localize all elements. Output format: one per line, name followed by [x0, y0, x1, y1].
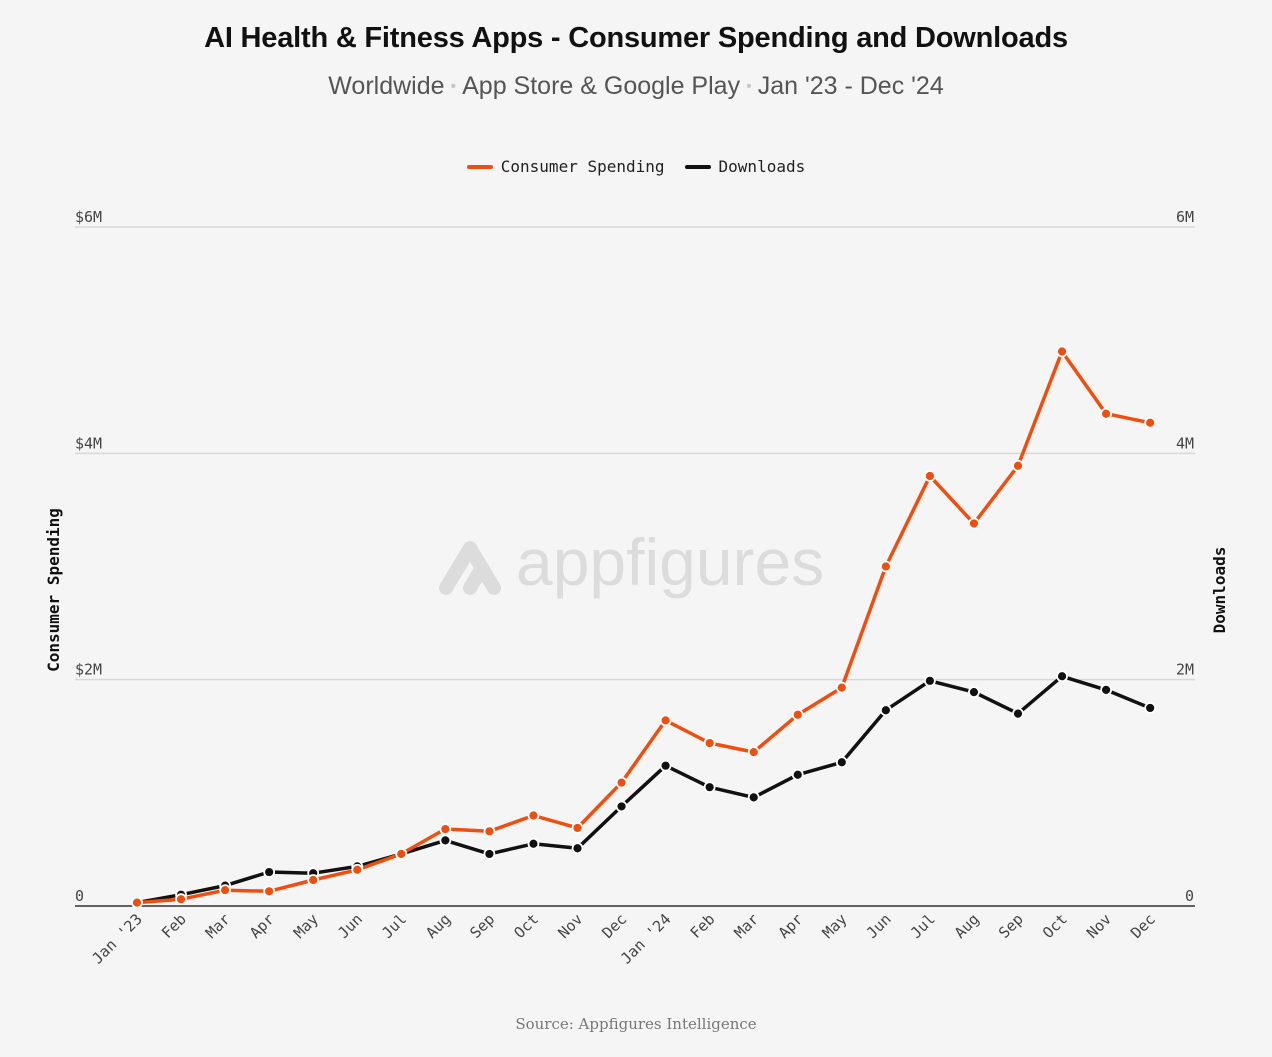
watermark: appfigures	[439, 525, 824, 599]
data-point-downloads[interactable]	[879, 704, 892, 717]
data-point-downloads[interactable]	[1100, 683, 1112, 696]
subtitle-region: Worldwide	[328, 72, 445, 100]
data-point-spending[interactable]	[263, 885, 276, 898]
x-tick-label: Apr	[775, 910, 807, 942]
data-point-spending[interactable]	[571, 822, 584, 834]
x-tick-label: Jul	[907, 910, 939, 942]
y-axis-left-title: Consumer Spending	[44, 508, 63, 672]
data-point-downloads[interactable]	[571, 842, 584, 855]
chart-title: AI Health & Fitness Apps - Consumer Spen…	[204, 22, 1068, 54]
x-tick-label: May	[290, 910, 322, 942]
legend-label-downloads: Downloads	[718, 157, 806, 176]
y-tick-left-label: $2M	[75, 661, 102, 679]
x-tick-label: Mar	[202, 910, 234, 942]
legend-label-spending: Consumer Spending	[500, 157, 665, 176]
data-point-spending[interactable]	[527, 809, 540, 822]
subtitle-separator: •	[746, 78, 752, 96]
data-point-spending[interactable]	[1144, 416, 1157, 429]
data-point-spending[interactable]	[483, 825, 496, 838]
data-point-downloads[interactable]	[747, 791, 760, 804]
x-tick-label: Jul	[378, 910, 410, 942]
series-line-spending	[135, 349, 1152, 905]
x-tick-label: Aug	[422, 910, 454, 942]
data-point-spending[interactable]	[835, 681, 848, 694]
y-tick-left-label: $6M	[75, 208, 102, 226]
x-tick-label: Dec	[598, 910, 630, 942]
data-point-downloads[interactable]	[527, 837, 540, 850]
data-point-spending[interactable]	[1056, 345, 1068, 358]
x-tick-label: Feb	[158, 910, 190, 942]
data-point-downloads[interactable]	[968, 686, 980, 699]
x-tick-label: Jun	[863, 910, 895, 942]
data-point-spending[interactable]	[968, 517, 980, 530]
x-tick-label: Oct	[510, 910, 542, 942]
subtitle-daterange: Jan '23 - Dec '24	[757, 72, 944, 100]
y-tick-left-label: 0	[75, 887, 84, 905]
data-point-spending[interactable]	[307, 874, 320, 886]
x-tick-label: Nov	[1083, 910, 1115, 942]
y-tick-right-label: 6M	[1176, 208, 1194, 226]
data-point-spending[interactable]	[879, 560, 892, 573]
y-axis-right-title: Downloads	[1210, 547, 1229, 634]
x-tick-label: Apr	[246, 910, 278, 942]
legend-item-spending[interactable]: Consumer Spending	[466, 157, 665, 176]
subtitle-separator: •	[450, 78, 457, 96]
x-tick-label: May	[819, 910, 851, 942]
data-point-spending[interactable]	[1012, 459, 1024, 472]
x-tick-label: Aug	[951, 910, 983, 942]
data-point-spending[interactable]	[703, 737, 716, 749]
data-point-spending[interactable]	[791, 708, 804, 721]
data-point-spending[interactable]	[351, 863, 364, 876]
x-tick-label: Dec	[1127, 910, 1159, 942]
x-tick-label: Mar	[731, 910, 763, 942]
data-point-downloads[interactable]	[1012, 707, 1024, 720]
data-point-spending[interactable]	[747, 746, 760, 758]
legend-swatch-spending	[466, 164, 493, 169]
legend-swatch-downloads	[684, 164, 711, 169]
x-tick-label: Jun	[334, 910, 366, 942]
data-point-spending[interactable]	[219, 884, 232, 897]
y-tick-left-label: $4M	[75, 434, 102, 452]
data-point-spending[interactable]	[131, 896, 143, 909]
x-tick-label: Sep	[995, 910, 1027, 942]
chart-legend: Consumer Spending Downloads	[0, 157, 1272, 176]
subtitle-stores: App Store & Google Play	[462, 72, 741, 100]
legend-item-downloads[interactable]: Downloads	[684, 157, 806, 176]
data-point-spending[interactable]	[615, 776, 628, 789]
x-tick-label: Jan '23	[88, 910, 145, 967]
data-point-downloads[interactable]	[483, 848, 496, 860]
data-point-downloads[interactable]	[924, 674, 936, 687]
data-point-downloads[interactable]	[263, 866, 276, 878]
data-point-downloads[interactable]	[659, 759, 672, 772]
x-tick-label: Nov	[554, 910, 586, 942]
data-point-spending[interactable]	[439, 823, 452, 835]
x-tick-label: Oct	[1039, 910, 1071, 942]
data-point-downloads[interactable]	[703, 781, 716, 794]
x-tick-label: Feb	[687, 910, 719, 942]
data-point-spending[interactable]	[395, 848, 408, 860]
y-tick-right-label: 2M	[1176, 661, 1194, 679]
appfigures-logo-icon	[439, 541, 501, 595]
data-point-downloads[interactable]	[791, 768, 804, 781]
data-point-spending[interactable]	[659, 714, 672, 727]
x-tick-label: Sep	[466, 910, 498, 942]
watermark-text: appfigures	[516, 525, 824, 599]
series-line-downloads	[135, 674, 1152, 905]
data-point-downloads[interactable]	[1056, 670, 1068, 683]
data-point-spending[interactable]	[924, 470, 936, 482]
data-point-downloads[interactable]	[615, 800, 628, 813]
data-point-spending[interactable]	[1100, 407, 1112, 420]
data-point-downloads[interactable]	[835, 756, 848, 769]
chart-subtitle: Worldwide • App Store & Google Play • Jan '2…	[0, 72, 1272, 101]
data-point-downloads[interactable]	[439, 834, 452, 847]
source-note: Source: Appfigures Intelligence	[515, 1015, 757, 1033]
data-point-spending[interactable]	[175, 893, 187, 906]
data-point-downloads[interactable]	[1144, 702, 1157, 714]
y-tick-right-label: 0	[1185, 887, 1194, 905]
y-tick-right-label: 4M	[1176, 434, 1194, 452]
